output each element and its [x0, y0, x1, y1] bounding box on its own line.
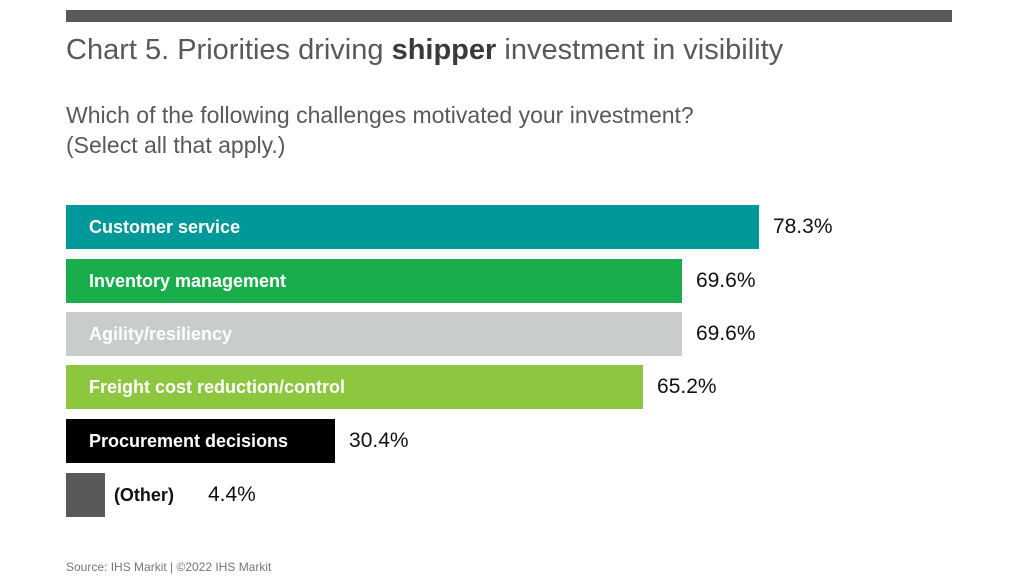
value-label: 69.6%: [695, 269, 756, 292]
top-rule: [66, 10, 952, 22]
bar: Freight cost reduction/control: [66, 365, 644, 409]
value-label: 4.4%: [207, 483, 256, 506]
bar: Procurement decisions: [66, 419, 336, 463]
chart-subtitle: Which of the following challenges motiva…: [66, 102, 694, 158]
value-label: 30.4%: [349, 429, 409, 452]
bar: (Other): [66, 473, 174, 517]
source-note: Source: IHS Markit | ©2022 IHS Markit: [66, 560, 272, 574]
bar-label: Procurement decisions: [89, 431, 289, 451]
bar-label: Inventory management: [89, 271, 287, 291]
bar-label: (Other): [113, 485, 174, 505]
bar-label: Agility/resiliency: [89, 324, 233, 344]
bar: Agility/resiliency: [66, 312, 682, 356]
value-label: 69.6%: [695, 322, 756, 345]
value-label: 65.2%: [657, 375, 717, 398]
bar: Inventory management: [66, 259, 682, 303]
bar-label: Freight cost reduction/control: [89, 377, 346, 397]
bar-label: Customer service: [89, 217, 241, 237]
bar: Customer service: [66, 205, 759, 249]
value-label: 78.3%: [772, 215, 833, 238]
chart-title: Chart 5. Priorities driving shipper inve…: [66, 34, 784, 66]
